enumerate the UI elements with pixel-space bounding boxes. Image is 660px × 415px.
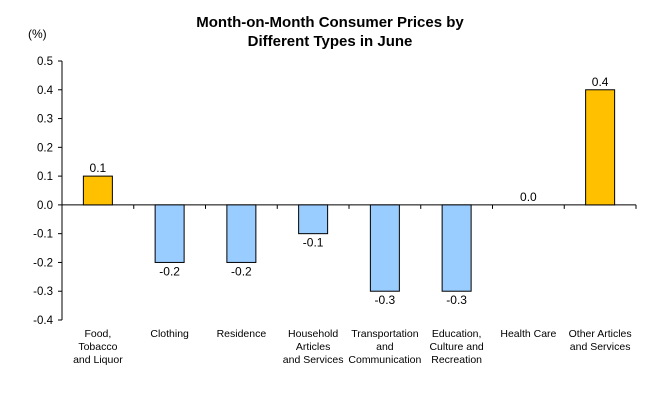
data-label: 0.0 xyxy=(520,190,537,204)
data-label: 0.4 xyxy=(592,75,609,89)
y-tick-label: -0.2 xyxy=(33,257,53,269)
bar xyxy=(82,175,113,206)
data-label: -0.3 xyxy=(375,293,396,307)
category-label: Culture and xyxy=(429,341,483,353)
y-tick-label: 0.0 xyxy=(37,200,53,212)
category-label: Health Care xyxy=(500,328,556,340)
y-tick-label: 0.2 xyxy=(37,142,53,154)
y-tick-label: 0.1 xyxy=(37,171,53,183)
category-label: Household xyxy=(288,328,338,340)
category-label: Other Articles xyxy=(569,328,632,340)
bar xyxy=(585,89,616,206)
category-label: Recreation xyxy=(431,354,482,366)
data-label: -0.2 xyxy=(231,264,252,278)
chart-title-line-1: Month-on-Month Consumer Prices by xyxy=(196,14,464,31)
category-label: Transportation xyxy=(351,328,418,340)
category-label: Food, xyxy=(84,328,111,340)
bar xyxy=(441,204,472,292)
plot-area: 0.5 0.4 0.3 0.2 0.1 0.0 -0.1 -0.2 -0.3 -0.4 0.1 Foo… xyxy=(33,56,637,366)
category-label: and Services xyxy=(283,354,344,366)
data-label: -0.3 xyxy=(446,293,467,307)
category-label: Residence xyxy=(217,328,267,340)
y-axis-unit-label: (%) xyxy=(28,27,47,41)
category-label: and Services xyxy=(570,341,631,353)
y-tick-label: 0.5 xyxy=(37,56,53,68)
category-label: Tobacco xyxy=(78,341,117,353)
data-label: -0.2 xyxy=(159,264,180,278)
category-label: Education, xyxy=(432,328,482,340)
y-tick-label: -0.3 xyxy=(33,286,53,298)
chart-title-line-2: Different Types in June xyxy=(248,33,413,50)
bar xyxy=(369,204,400,292)
y-tick-label: -0.4 xyxy=(33,315,53,327)
y-tick-label: 0.3 xyxy=(37,114,53,126)
category-label: and Liquor xyxy=(73,354,123,366)
y-tick-label: 0.4 xyxy=(37,85,54,97)
category-label: Communication xyxy=(348,354,421,366)
bar xyxy=(226,204,257,263)
bar xyxy=(298,204,329,235)
data-label: -0.1 xyxy=(303,236,324,250)
category-label: Articles xyxy=(296,341,330,353)
category-label: and xyxy=(376,341,394,353)
category-label: Clothing xyxy=(150,328,189,340)
bar xyxy=(154,204,185,263)
y-tick-label: -0.1 xyxy=(33,229,53,241)
data-label: 0.1 xyxy=(90,161,107,175)
